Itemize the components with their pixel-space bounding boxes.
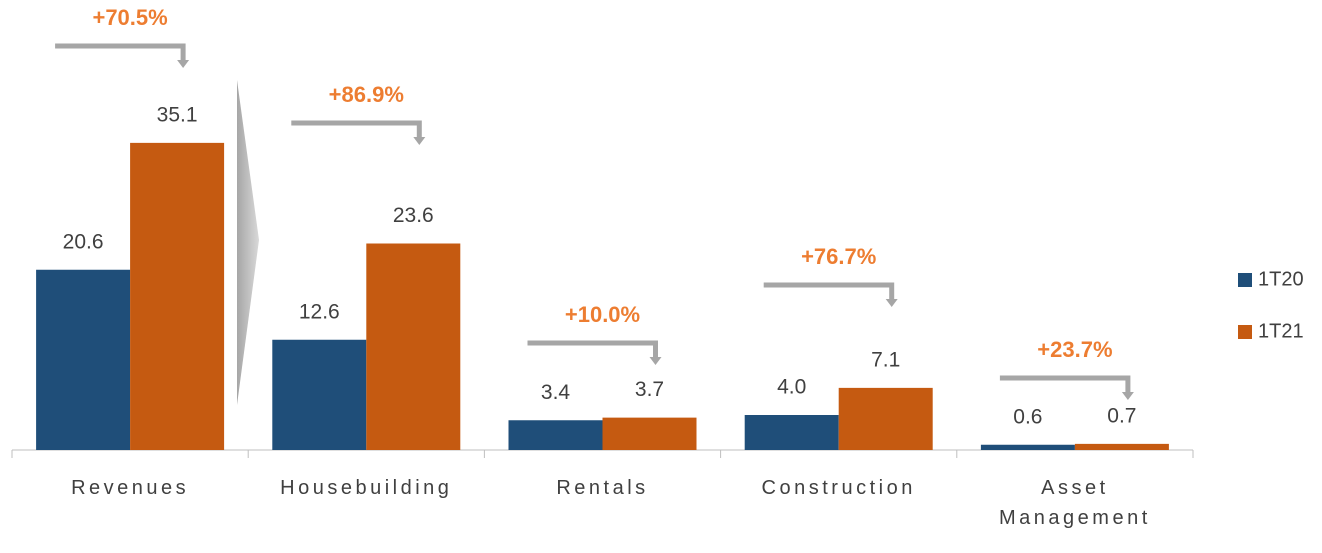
bar [272,339,367,450]
value-label: 23.6 [393,204,434,227]
x-tick-label: Asset Management [999,477,1151,529]
bar [130,142,225,450]
legend-swatch [1238,273,1252,287]
bar [980,444,1075,450]
growth-bracket [763,282,895,300]
growth-label: +23.7% [1037,337,1112,362]
growth-arrowhead [1121,392,1134,400]
x-tick-label: Housebuilding [280,477,453,499]
growth-label: +76.7% [801,244,876,269]
bar [744,415,839,450]
bar [1074,443,1169,450]
growth-arrowhead [413,137,426,145]
legend-swatch [1238,325,1252,339]
bar [602,417,697,450]
value-label: 12.6 [299,300,340,323]
bar [366,243,461,450]
growth-bracket [999,375,1131,393]
x-tick-label: Construction [761,477,916,499]
bar [838,387,933,450]
value-label: 0.6 [1013,405,1042,428]
transition-arrow [237,80,259,405]
growth-arrowhead [177,60,190,68]
value-label: 3.7 [635,378,664,401]
growth-label: +86.9% [329,82,404,107]
legend-label: 1T20 [1258,268,1304,290]
bar [508,420,603,450]
x-tick-label: Revenues [71,477,190,499]
value-label: 3.4 [541,381,571,404]
value-label: 4.0 [777,376,806,399]
growth-label: +10.0% [565,302,640,327]
value-label: 7.1 [871,348,900,371]
growth-arrowhead [885,299,898,307]
value-label: 0.7 [1107,404,1136,427]
growth-label: +70.5% [92,5,167,30]
value-label: 20.6 [63,230,104,253]
bar [36,269,131,450]
legend-label: 1T21 [1258,320,1304,342]
growth-bracket [55,43,186,61]
value-label: 35.1 [157,103,198,126]
growth-bracket [527,340,658,358]
growth-bracket [291,120,422,138]
x-tick-label: Rentals [556,477,649,499]
growth-arrowhead [649,357,662,365]
